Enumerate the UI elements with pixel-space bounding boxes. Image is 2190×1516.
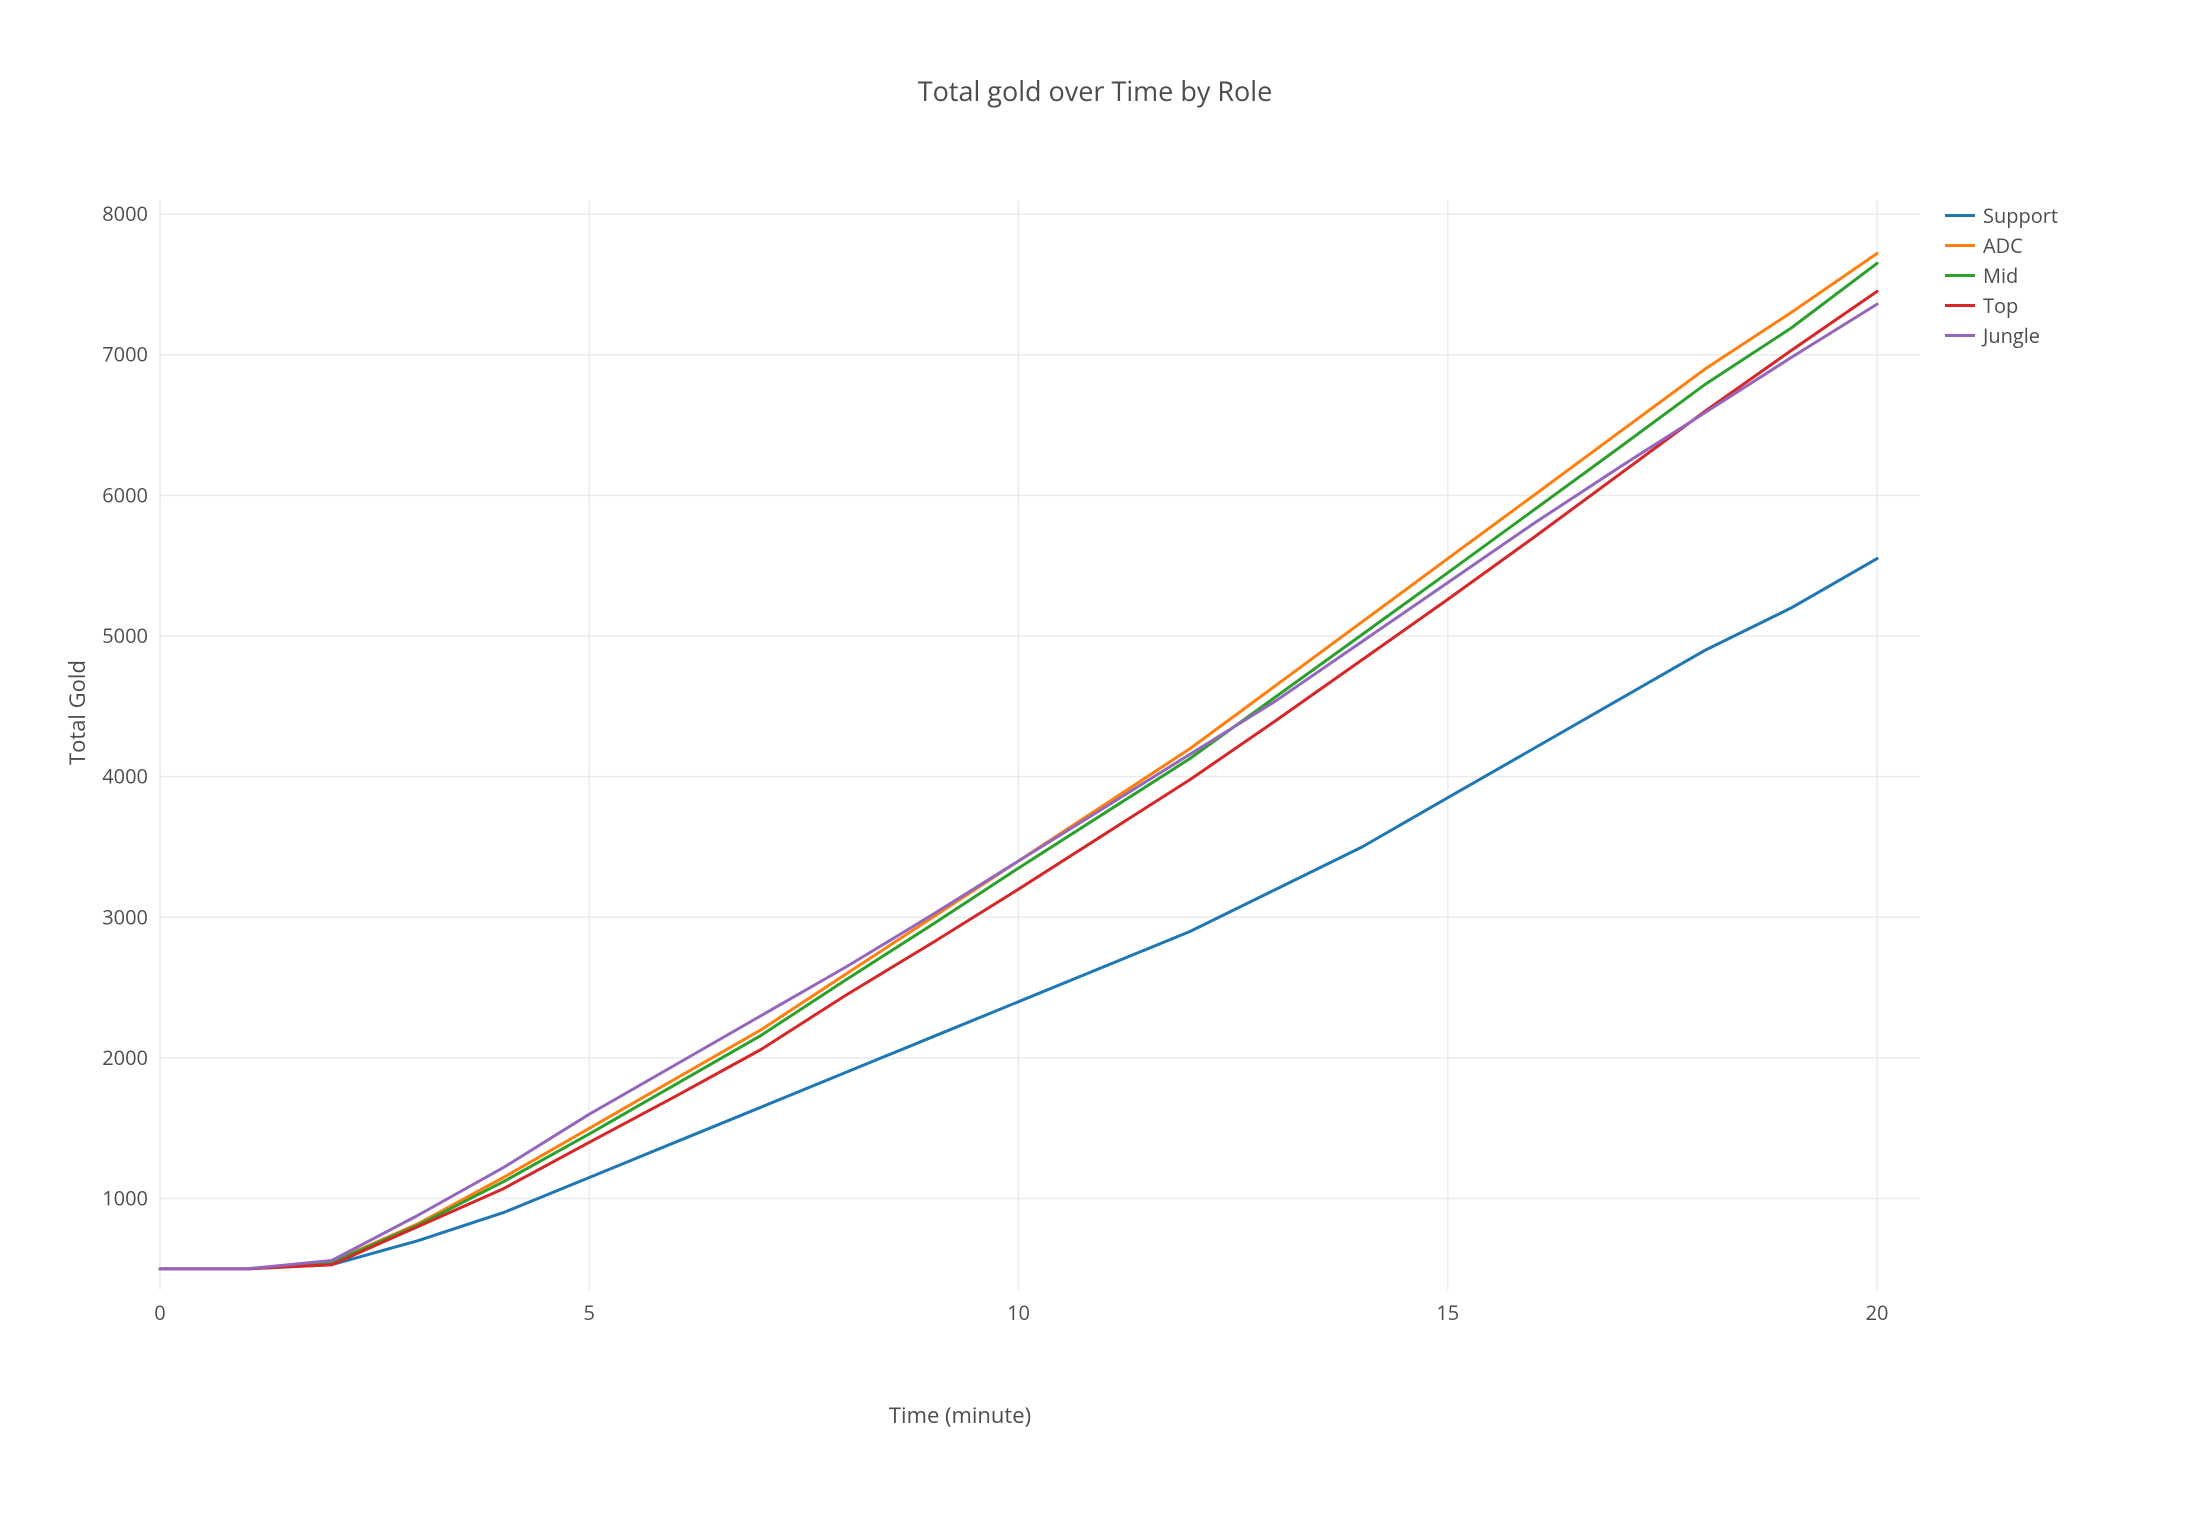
- legend: Support ADC Mid Top Jungle: [1945, 200, 2058, 350]
- legend-swatch: [1945, 274, 1975, 277]
- svg-text:0: 0: [154, 1299, 165, 1326]
- legend-swatch: [1945, 304, 1975, 307]
- legend-label: Support: [1983, 202, 2058, 229]
- legend-swatch: [1945, 244, 1975, 247]
- legend-item-jungle[interactable]: Jungle: [1945, 320, 2058, 350]
- svg-text:10: 10: [1007, 1299, 1030, 1326]
- legend-item-top[interactable]: Top: [1945, 290, 2058, 320]
- x-axis-label: Time (minute): [0, 1400, 1920, 1430]
- svg-text:7000: 7000: [102, 341, 148, 368]
- svg-text:5: 5: [584, 1299, 595, 1326]
- svg-text:6000: 6000: [102, 481, 148, 508]
- legend-item-mid[interactable]: Mid: [1945, 260, 2058, 290]
- legend-item-support[interactable]: Support: [1945, 200, 2058, 230]
- chart-title: Total gold over Time by Role: [0, 72, 2190, 109]
- svg-text:2000: 2000: [102, 1044, 148, 1071]
- svg-text:20: 20: [1866, 1299, 1889, 1326]
- legend-swatch: [1945, 214, 1975, 217]
- legend-item-adc[interactable]: ADC: [1945, 230, 2058, 260]
- chart-svg: 1000 2000 3000 4000 5000 6000 7000 8000 0 5 10 15 20: [80, 200, 1920, 1330]
- svg-text:8000: 8000: [102, 200, 148, 227]
- svg-text:5000: 5000: [102, 622, 148, 649]
- plot-area: 1000200030004000500060007000800005101520: [160, 200, 1920, 1330]
- svg-text:15: 15: [1436, 1299, 1459, 1326]
- legend-label: Jungle: [1983, 322, 2040, 349]
- svg-text:1000: 1000: [102, 1185, 148, 1212]
- legend-swatch: [1945, 334, 1975, 337]
- svg-text:4000: 4000: [102, 763, 148, 790]
- legend-label: Top: [1983, 292, 2018, 319]
- legend-label: ADC: [1983, 232, 2023, 259]
- chart-container: Total gold over Time by Role Total Gold …: [0, 0, 2190, 1516]
- legend-label: Mid: [1983, 262, 2018, 289]
- svg-text:3000: 3000: [102, 903, 148, 930]
